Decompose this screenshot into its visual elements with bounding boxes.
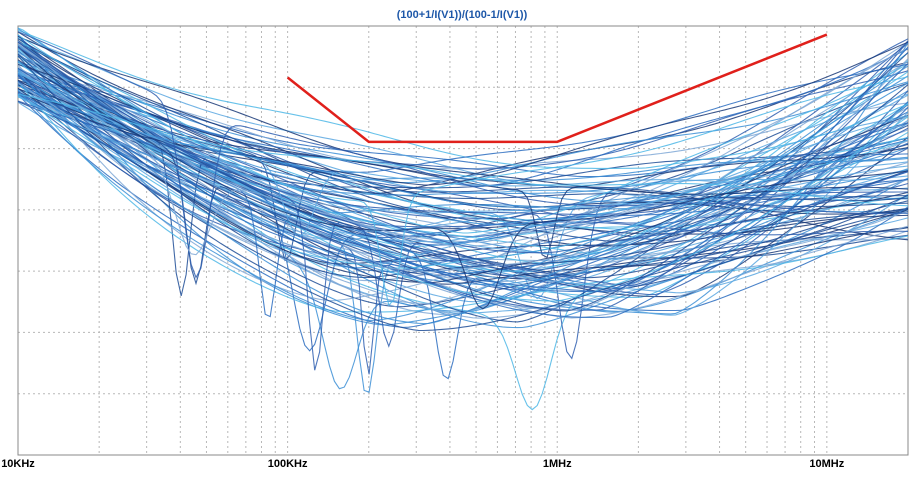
trace-curve <box>17 93 909 207</box>
trace-curve <box>17 31 909 279</box>
x-tick-label: 10KHz <box>1 458 35 470</box>
trace-curve <box>17 40 909 323</box>
trace-curve <box>17 38 909 242</box>
trace-curve <box>17 43 909 243</box>
trace-curve <box>17 68 909 258</box>
limit-polyline <box>286 33 828 144</box>
x-tick-label: 10MHz <box>809 458 844 470</box>
trace-curve <box>17 67 909 283</box>
trace-title: (100+1/I(V1))/(100-1/I(V1)) <box>397 9 528 21</box>
trace-curve <box>17 66 909 256</box>
trace-curve <box>17 60 909 318</box>
trace-curve <box>17 46 909 348</box>
trace-curve <box>17 40 909 311</box>
trace-curve <box>17 34 909 307</box>
x-axis-tick-labels: 10KHz 100KHz 1MHz 10MHz <box>1 458 845 470</box>
trace-curve <box>17 83 909 269</box>
trace-curve <box>17 71 909 316</box>
trace-curve <box>17 35 909 195</box>
trace-curve <box>17 42 909 315</box>
trace-curve <box>17 29 909 169</box>
trace-curve <box>17 63 909 371</box>
trace-curve <box>17 46 909 285</box>
plot-frame <box>17 25 909 456</box>
trace-curve <box>17 73 909 279</box>
trace-curve <box>17 65 909 325</box>
x-tick-label: 100KHz <box>268 458 308 470</box>
trace-curve <box>17 41 909 254</box>
trace-curve <box>17 41 909 312</box>
trace-curve <box>17 46 909 293</box>
grid <box>17 25 909 456</box>
trace-curve <box>17 55 909 332</box>
trace-curve <box>17 95 909 243</box>
trace-curves <box>17 27 909 411</box>
x-tick-label: 1MHz <box>543 458 572 470</box>
trace-curve <box>17 94 909 269</box>
limit-line <box>286 33 828 144</box>
trace-curve <box>17 59 909 310</box>
trace-curve <box>17 36 909 189</box>
trace-curve <box>17 31 909 235</box>
trace-curve <box>17 71 909 260</box>
trace-curve <box>17 100 909 215</box>
